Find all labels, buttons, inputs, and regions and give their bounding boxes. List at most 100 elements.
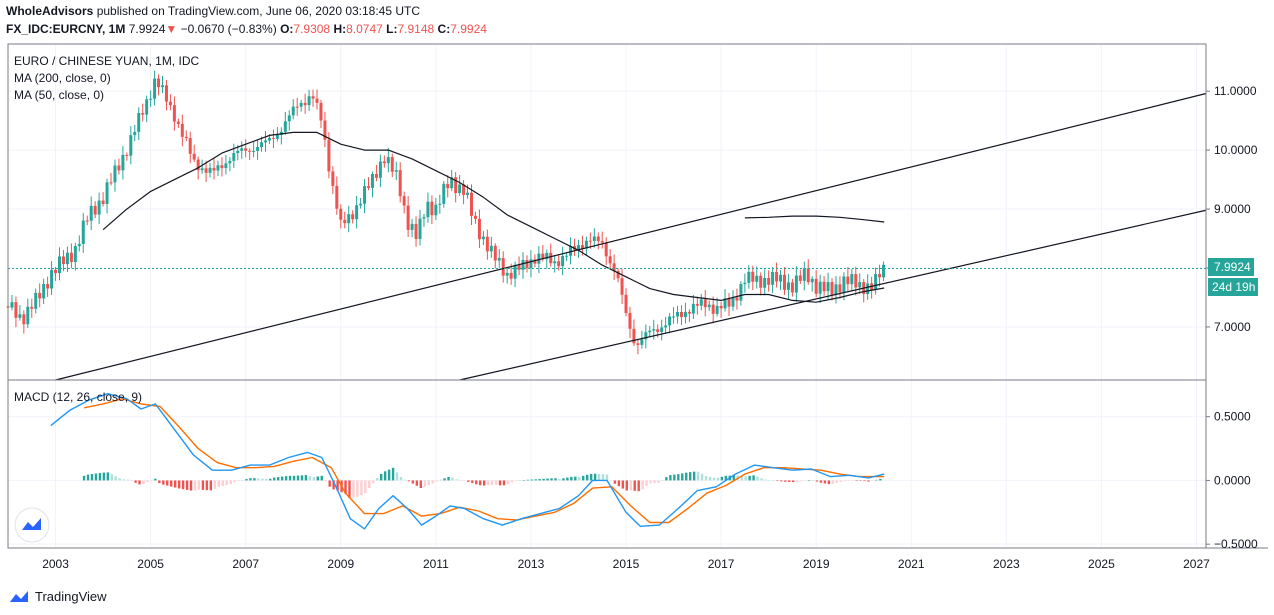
macd-histogram-bar bbox=[257, 478, 260, 481]
candle-body bbox=[291, 106, 295, 116]
candle-body bbox=[382, 161, 386, 164]
macd-histogram-bar bbox=[320, 475, 323, 481]
macd-histogram-bar bbox=[851, 480, 854, 481]
axes: 2003 2005 2007 2009 2011 2013 2015 2017 2019 2021… bbox=[42, 84, 1258, 571]
footer-brand[interactable]: TradingView bbox=[8, 589, 107, 604]
candle-body bbox=[394, 170, 398, 172]
macd-histogram-bar bbox=[110, 474, 113, 481]
macd-histogram-bar bbox=[276, 477, 280, 481]
candle-body bbox=[779, 274, 783, 282]
candle-body bbox=[54, 269, 58, 274]
candle-body bbox=[604, 242, 608, 257]
macd-histogram-bar bbox=[831, 480, 835, 484]
candle-body bbox=[141, 113, 145, 115]
candle-body bbox=[335, 185, 339, 209]
candle-body bbox=[192, 153, 196, 160]
candle-body bbox=[232, 153, 236, 161]
candle-body bbox=[426, 201, 430, 218]
macd-histogram-bar bbox=[514, 480, 518, 482]
candle-body bbox=[50, 269, 54, 289]
legend-ma200: MA (200, close, 0) bbox=[14, 71, 111, 85]
candle-body bbox=[672, 316, 676, 318]
candle-body bbox=[549, 252, 553, 264]
macd-histogram-bar bbox=[459, 480, 462, 481]
macd-histogram-bar bbox=[526, 479, 529, 481]
macd-histogram-bar bbox=[510, 480, 514, 483]
macd-histogram-bar bbox=[716, 477, 720, 481]
macd-histogram-bar bbox=[653, 480, 656, 484]
macd-histogram-bar bbox=[597, 473, 601, 481]
macd-histogram-bar bbox=[772, 480, 775, 481]
publisher-name[interactable]: WholeAdvisors bbox=[6, 4, 94, 18]
macd-histogram-bar bbox=[657, 480, 660, 483]
candle-body bbox=[882, 264, 886, 278]
tradingview-logo-icon[interactable] bbox=[14, 507, 50, 543]
macd-histogram-bar bbox=[661, 480, 664, 481]
macd-histogram-bar bbox=[162, 480, 165, 485]
legend-title: EURO / CHINESE YUAN, 1M, IDC bbox=[14, 54, 199, 68]
macd-histogram-bar bbox=[673, 474, 676, 481]
macd-histogram-bar bbox=[621, 480, 625, 489]
macd-histogram-bar bbox=[819, 480, 823, 483]
candle-body bbox=[660, 327, 664, 332]
macd-histogram-bar bbox=[538, 479, 541, 481]
candle-body bbox=[109, 182, 113, 184]
candle-body bbox=[576, 245, 580, 250]
macd-histogram-bar bbox=[336, 480, 339, 491]
candle-body bbox=[125, 154, 129, 156]
candle-body bbox=[161, 85, 165, 88]
candle-body bbox=[786, 282, 790, 290]
candle-body bbox=[485, 236, 489, 252]
macd-histogram-bar bbox=[300, 475, 304, 481]
candle-body bbox=[315, 98, 319, 103]
macd-histogram-bar bbox=[253, 478, 256, 481]
macd-histogram-bar bbox=[447, 476, 450, 481]
published-text: published on TradingView.com, June 06, 2… bbox=[96, 4, 421, 18]
candle-body bbox=[644, 332, 648, 340]
macd-histogram-bar bbox=[855, 480, 858, 481]
candle-body bbox=[683, 311, 687, 318]
trendline bbox=[459, 209, 1207, 381]
candle-body bbox=[347, 214, 351, 224]
candle-body bbox=[624, 294, 628, 314]
macd-histogram-bar bbox=[280, 476, 284, 481]
candle-body bbox=[244, 148, 248, 151]
candle-body bbox=[763, 278, 767, 288]
macd-histogram-bar bbox=[126, 479, 129, 481]
candle-body bbox=[537, 253, 541, 264]
candle-body bbox=[168, 101, 172, 106]
macd-histogram-bar bbox=[443, 478, 446, 481]
x-tick-label: 2017 bbox=[708, 557, 735, 571]
candle-body bbox=[137, 113, 141, 132]
macd-histogram-bar bbox=[752, 475, 755, 481]
candle-body bbox=[18, 314, 22, 318]
candle-body bbox=[303, 102, 307, 106]
candle-body bbox=[73, 246, 77, 262]
candle-body bbox=[612, 263, 616, 271]
macd-histogram-bar bbox=[130, 480, 133, 482]
candle-body bbox=[565, 255, 569, 257]
macd-histogram-bar bbox=[391, 467, 395, 481]
macd-histogram-bar bbox=[593, 473, 597, 481]
macd-histogram-bar bbox=[613, 480, 617, 484]
macd-y-tick-label: 0.0000 bbox=[1214, 473, 1251, 487]
candle-body bbox=[307, 96, 311, 106]
macd-histogram-bar bbox=[154, 478, 157, 481]
low-label: L: bbox=[386, 22, 398, 36]
macd-histogram-bar bbox=[502, 480, 506, 486]
candle-body bbox=[89, 205, 93, 221]
x-tick-label: 2015 bbox=[613, 557, 640, 571]
candle-body bbox=[153, 78, 157, 99]
candle-body bbox=[121, 154, 125, 171]
chart-frame bbox=[7, 43, 1268, 549]
price-badge: 7.9924 bbox=[1214, 260, 1251, 274]
candle-body bbox=[299, 102, 303, 107]
y-tick-label: 9.0000 bbox=[1214, 202, 1251, 216]
countdown-badge: 24d 19h bbox=[1212, 280, 1255, 294]
macd-histogram-bar bbox=[732, 475, 735, 481]
candle-body bbox=[557, 261, 561, 267]
candle-body bbox=[509, 272, 513, 279]
candle-body bbox=[430, 201, 434, 216]
macd-histogram-bar bbox=[213, 480, 216, 489]
